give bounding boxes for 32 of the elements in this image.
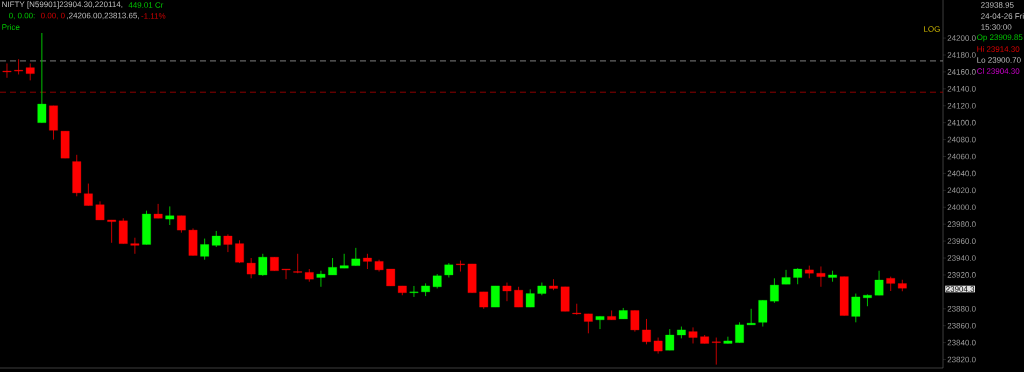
candlestick: [107, 219, 116, 244]
candlestick: [688, 326, 698, 344]
candlestick: [95, 200, 105, 221]
candlestick: [316, 270, 326, 288]
candlestick: [595, 315, 605, 330]
candlestick: [584, 313, 593, 334]
candlestick: [874, 270, 884, 296]
candlestick: [770, 277, 779, 304]
candlestick: [165, 205, 175, 226]
candlestick: [281, 268, 291, 280]
candlestick: [851, 293, 861, 323]
candlestick: [642, 318, 651, 345]
candlestick: [409, 285, 419, 298]
candlestick: [118, 217, 128, 245]
candlestick: [502, 282, 512, 302]
candlestick: [665, 328, 675, 351]
candlestick: [130, 237, 140, 255]
candlestick: [711, 337, 721, 366]
candlestick: [514, 286, 523, 308]
candlestick: [153, 203, 163, 219]
candlestick: [246, 257, 256, 279]
candlestick: [200, 238, 209, 261]
candlestick: [735, 321, 744, 344]
candlestick: [37, 32, 47, 124]
candlestick: [630, 309, 640, 333]
candlestick: [816, 265, 826, 288]
candlestick: [258, 253, 268, 277]
candlestick: [491, 285, 500, 308]
candlestick: [758, 299, 768, 328]
candlestick: [781, 269, 791, 285]
candlestick: [2, 62, 12, 79]
candlestick: [84, 183, 93, 207]
